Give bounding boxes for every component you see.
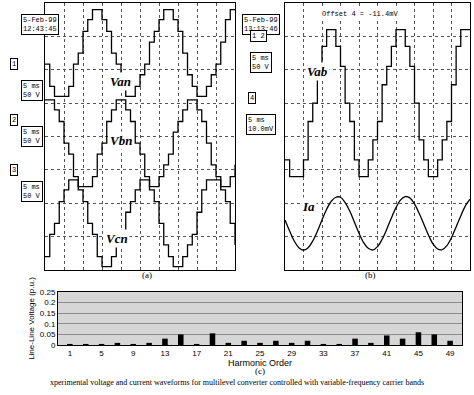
svg-text:3: 3	[12, 166, 16, 174]
svg-text:5 ms50 V: 5 ms50 V	[252, 54, 270, 71]
svg-text:5 ms50 V: 5 ms50 V	[23, 128, 41, 145]
svg-text:0.05: 0.05	[40, 330, 56, 339]
svg-text:29: 29	[287, 349, 296, 358]
svg-text:37: 37	[351, 349, 360, 358]
svg-text:5-Feb-9912:43:45: 5-Feb-9912:43:45	[23, 16, 57, 33]
svg-text:5 ms50 V: 5 ms50 V	[23, 82, 41, 99]
svg-text:21: 21	[224, 349, 233, 358]
svg-text:9: 9	[131, 349, 136, 358]
svg-text:Harmonic Order: Harmonic Order	[228, 358, 292, 368]
svg-text:45: 45	[414, 349, 423, 358]
svg-text:17: 17	[192, 349, 201, 358]
svg-text:4: 4	[250, 94, 254, 102]
svg-text:49: 49	[446, 349, 455, 358]
svg-text:5 ms50 V: 5 ms50 V	[23, 183, 41, 200]
svg-text:2: 2	[12, 116, 16, 124]
svg-text:0.1: 0.1	[44, 320, 56, 329]
svg-text:Line-Line Voltage (p.u.): Line-Line Voltage (p.u.)	[27, 277, 36, 360]
svg-text:0.2: 0.2	[44, 298, 56, 307]
svg-text:0: 0	[51, 341, 56, 350]
svg-text:Ia: Ia	[302, 199, 315, 214]
svg-text:Vab: Vab	[307, 64, 328, 79]
svg-text:33: 33	[319, 349, 328, 358]
svg-text:13: 13	[160, 349, 169, 358]
svg-text:Offset 4 = -11.4mV: Offset 4 = -11.4mV	[322, 10, 398, 18]
svg-text:25: 25	[256, 349, 265, 358]
svg-text:Vbn: Vbn	[110, 133, 132, 148]
svg-text:5: 5	[99, 349, 104, 358]
svg-text:Van: Van	[110, 74, 131, 89]
svg-text:Vcn: Vcn	[106, 231, 128, 246]
svg-text:5-Feb-9913:13:46: 5-Feb-9913:13:46	[244, 16, 278, 33]
svg-text:0.25: 0.25	[40, 288, 56, 297]
svg-text:(b): (b)	[365, 270, 376, 280]
svg-text:41: 41	[382, 349, 391, 358]
svg-text:(a): (a)	[142, 270, 152, 280]
svg-text:1 2: 1 2	[252, 32, 265, 40]
svg-text:1: 1	[68, 349, 73, 358]
svg-text:0.15: 0.15	[40, 309, 56, 318]
svg-text:1: 1	[12, 60, 16, 68]
svg-text:(c): (c)	[255, 366, 265, 376]
svg-text:xperimental voltage and curren: xperimental voltage and current waveform…	[50, 378, 424, 387]
svg-text:5 ms10.0mV: 5 ms10.0mV	[248, 116, 274, 133]
